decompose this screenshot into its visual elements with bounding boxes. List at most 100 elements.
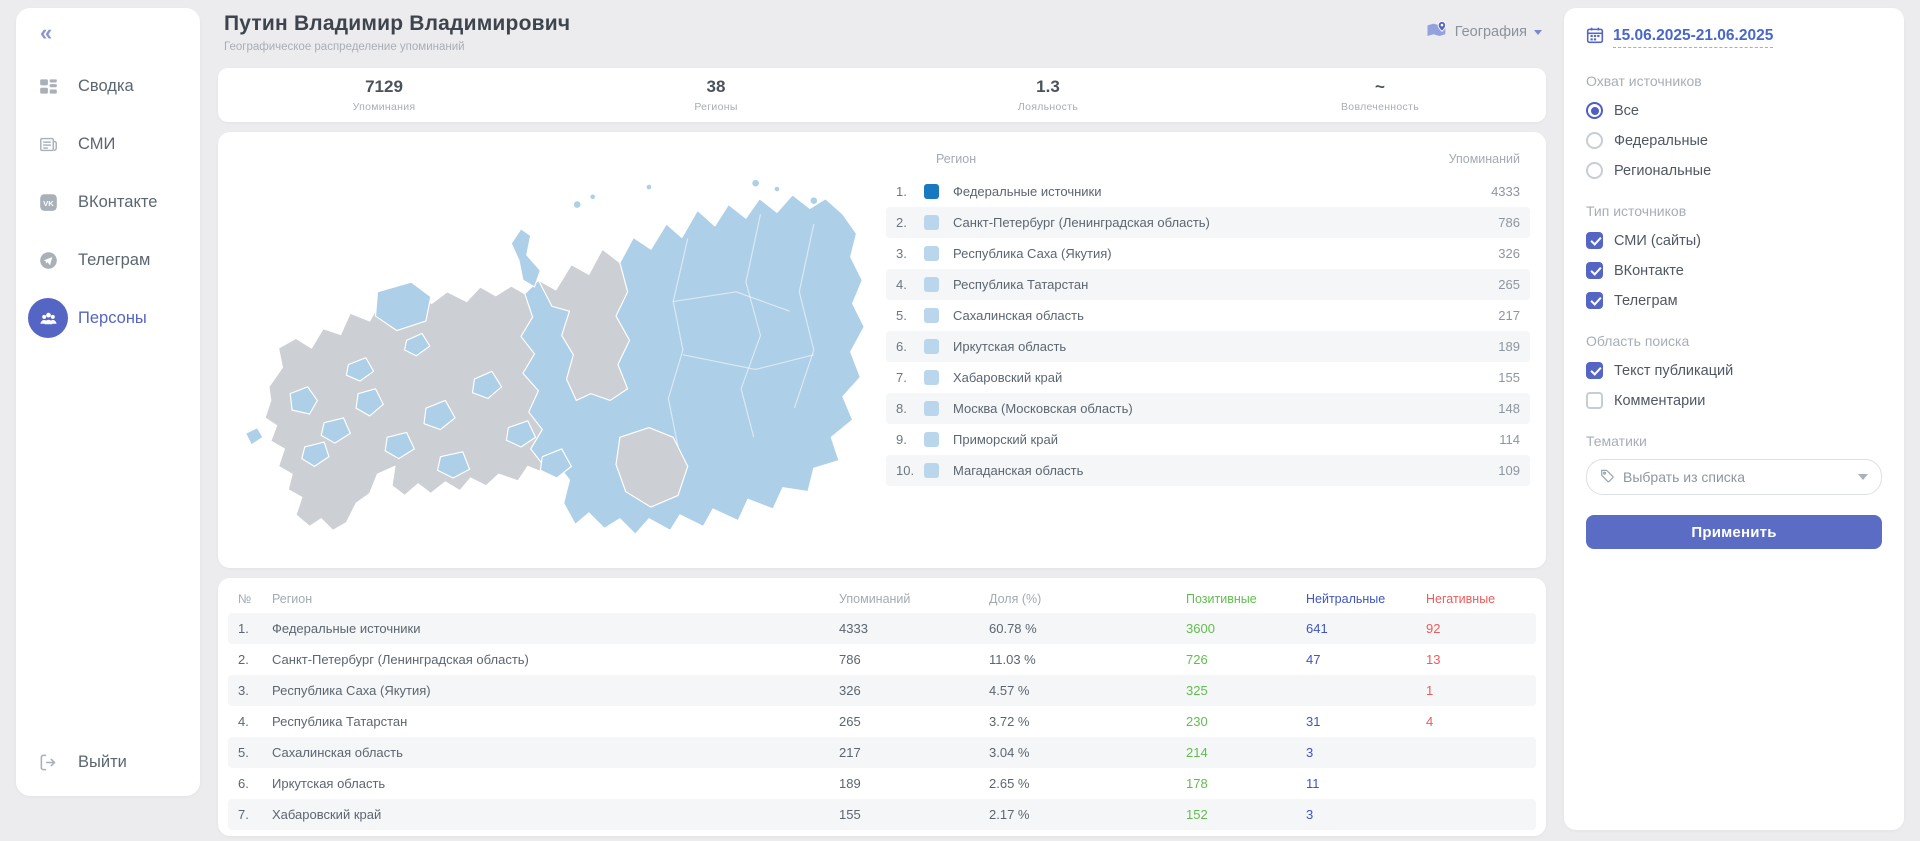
region-name: Приморский край [953,432,1499,447]
cell-region: Хабаровский край [272,807,839,822]
app-root: « СводкаСМИVKВКонтактеТелеграмПерсоны Вы… [0,0,1920,841]
sidebar: « Сводка СМИ VKВКонтакте Телеграм Персоны Вы… [16,8,200,796]
source-type-options: СМИ (сайты) ВКонтакте Телеграм [1586,232,1882,309]
coverage-options: Все Федеральные Региональные [1586,102,1882,179]
radio-federal[interactable]: Федеральные [1586,132,1882,149]
cell-share: 3.72 % [989,714,1186,729]
stats-card: 7129Упоминания38Регионы1.3Лояльность~Вов… [218,68,1546,122]
tag-icon [1600,468,1615,486]
map-icon [1426,20,1448,43]
region-mentions: 4333 [1491,184,1520,199]
region-mentions: 114 [1499,432,1520,447]
table-header-negative: Негативные [1426,592,1526,606]
coverage-label: Охват источников [1586,73,1882,89]
region-name: Республика Татарстан [953,277,1498,292]
sidebar-item-vkontakte[interactable]: VKВКонтакте [28,182,188,222]
search-scope-label: Область поиска [1586,333,1882,349]
sidebar-collapse-button[interactable]: « [16,8,200,44]
radio-label: Все [1614,103,1639,119]
filters-panel: 15.06.2025-21.06.2025 Охват источников В… [1564,8,1904,830]
region-name: Сахалинская область [953,308,1498,323]
checkbox-vk[interactable]: ВКонтакте [1586,262,1882,279]
region-list-row[interactable]: 1.Федеральные источники4333 [886,176,1530,207]
region-list-row[interactable]: 6.Иркутская область189 [886,331,1530,362]
region-list-row[interactable]: 4.Республика Татарстан265 [886,269,1530,300]
region-rank: 4. [896,277,924,292]
checkbox-smi[interactable]: СМИ (сайты) [1586,232,1882,249]
table-header-num: № [238,592,272,606]
radio-regional[interactable]: Региональные [1586,162,1882,179]
news-icon [28,124,68,164]
region-list-row[interactable]: 2.Санкт-Петербург (Ленинградская область… [886,207,1530,238]
logout-button[interactable]: Выйти [28,742,127,782]
checkbox-control [1586,392,1603,409]
region-list-row[interactable]: 7.Хабаровский край155 [886,362,1530,393]
table-header-neutral: Нейтральные [1306,592,1426,606]
region-color-chip [924,308,939,323]
sidebar-item-summary[interactable]: Сводка [28,66,188,106]
region-color-chip [924,463,939,478]
cell-mentions: 217 [839,745,989,760]
region-list-row[interactable]: 8.Москва (Московская область)148 [886,393,1530,424]
vk-icon: VK [28,182,68,222]
region-list-rows: 1.Федеральные источники43332.Санкт-Петер… [886,176,1530,486]
region-rank: 1. [896,184,924,199]
cell-positive: 230 [1186,714,1306,729]
cell-positive: 3600 [1186,621,1306,636]
cell-num: 5. [238,745,272,760]
region-list-row[interactable]: 3.Республика Саха (Якутия)326 [886,238,1530,269]
cell-share: 4.57 % [989,683,1186,698]
stat-label: Регионы [550,101,882,113]
cell-neutral: 3 [1306,807,1426,822]
checkbox-control [1586,292,1603,309]
radio-control [1586,132,1603,149]
cell-num: 3. [238,683,272,698]
region-list-row[interactable]: 9.Приморский край114 [886,424,1530,455]
radio-label: Региональные [1614,163,1711,179]
region-name: Санкт-Петербург (Ленинградская область) [953,215,1498,230]
stat-engagement: ~Вовлеченность [1214,77,1546,113]
russia-map-svg [232,142,872,558]
russia-map[interactable] [232,142,872,558]
checkbox-label: Комментарии [1614,393,1705,409]
checkbox-control [1586,232,1603,249]
region-list-row[interactable]: 5.Сахалинская область217 [886,300,1530,331]
sidebar-item-telegram[interactable]: Телеграм [28,240,188,280]
checkbox-telegram[interactable]: Телеграм [1586,292,1882,309]
apply-button[interactable]: Применить [1586,515,1882,549]
cell-negative: 4 [1426,714,1526,729]
cell-positive: 152 [1186,807,1306,822]
date-range-picker[interactable]: 15.06.2025-21.06.2025 [1586,26,1882,49]
view-selector[interactable]: География [1426,20,1542,43]
stat-value: 38 [550,77,882,97]
chevron-down-icon [1858,474,1868,480]
checkbox-comments[interactable]: Комментарии [1586,392,1882,409]
checkbox-text[interactable]: Текст публикаций [1586,362,1882,379]
table-row: 5.Сахалинская область2173.04 %2143 [228,737,1536,768]
stat-value: 7129 [218,77,550,97]
sidebar-item-persons[interactable]: Персоны [28,298,188,338]
telegram-icon [28,240,68,280]
sidebar-item-smi[interactable]: СМИ [28,124,188,164]
cell-mentions: 189 [839,776,989,791]
region-rank: 10. [896,463,924,478]
radio-all[interactable]: Все [1586,102,1882,119]
stat-label: Упоминания [218,101,550,113]
topics-select[interactable]: Выбрать из списка [1586,459,1882,495]
date-range-value: 15.06.2025-21.06.2025 [1613,27,1773,48]
cell-negative: 1 [1426,683,1526,698]
radio-control [1586,102,1603,119]
page-title: Путин Владимир Владимирович [224,12,570,36]
stat-regions: 38 Регионы [550,77,882,113]
region-rank: 5. [896,308,924,323]
stat-value: ~ [1214,77,1546,97]
region-list-row[interactable]: 10.Магаданская область109 [886,455,1530,486]
table-row: 1.Федеральные источники433360.78 %360064… [228,613,1536,644]
cell-region: Республика Татарстан [272,714,839,729]
topics-label: Тематики [1586,433,1882,449]
svg-text:VK: VK [43,198,54,207]
table-row: 2.Санкт-Петербург (Ленинградская область… [228,644,1536,675]
checkbox-label: Телеграм [1614,293,1678,309]
region-list: Регион Упоминаний 1.Федеральные источник… [872,142,1532,558]
regions-table-card: № Регион Упоминаний Доля (%) Позитивные … [218,578,1546,836]
